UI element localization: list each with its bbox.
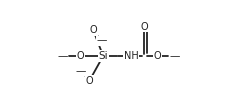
Text: —: — xyxy=(58,51,68,61)
Text: Si: Si xyxy=(98,51,108,61)
Text: O: O xyxy=(76,51,84,61)
Text: —: — xyxy=(76,66,86,76)
Text: O: O xyxy=(86,76,93,86)
Text: O: O xyxy=(140,22,148,31)
Text: —: — xyxy=(170,51,180,61)
Text: NH: NH xyxy=(124,51,138,61)
Text: —: — xyxy=(96,36,107,46)
Text: O: O xyxy=(90,25,97,35)
Text: O: O xyxy=(154,51,161,61)
